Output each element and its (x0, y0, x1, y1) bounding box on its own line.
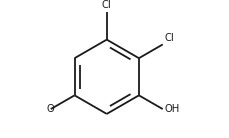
Text: O: O (47, 104, 54, 114)
Text: Cl: Cl (101, 0, 111, 10)
Text: OH: OH (164, 104, 179, 114)
Text: Cl: Cl (164, 33, 173, 43)
